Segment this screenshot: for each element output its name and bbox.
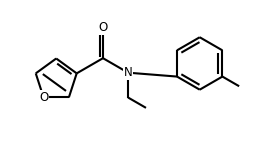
- Text: N: N: [124, 66, 132, 79]
- Text: O: O: [98, 21, 108, 34]
- Text: O: O: [39, 91, 48, 104]
